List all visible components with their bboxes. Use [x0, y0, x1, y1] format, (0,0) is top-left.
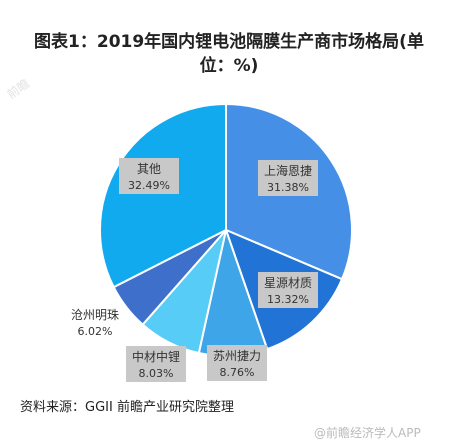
label-box-2	[258, 272, 318, 308]
slice-label-value-5: 6.02%	[78, 325, 113, 338]
slice-label-value-6: 32.49%	[128, 179, 170, 192]
slice-label-2: 星源材质 13.32%	[258, 272, 318, 308]
slice-label-name-2: 星源材质	[264, 276, 312, 290]
pie-labels: 上海恩捷 31.38% 星源材质 13.32% 苏州捷力 8.76% 中材中锂 8.03% 沧州…	[71, 158, 318, 382]
pie-slices	[99, 102, 353, 357]
slice-label-name-4: 中材中锂	[132, 349, 180, 364]
slice-label-1: 上海恩捷 31.38%	[258, 160, 318, 196]
label-box-6	[119, 158, 179, 194]
label-box-4	[126, 346, 186, 382]
slice-label-name-1: 上海恩捷	[264, 163, 312, 178]
slice-label-name-3: 苏州捷力	[213, 349, 261, 363]
slice-label-name-5: 沧州明珠	[71, 307, 119, 322]
slice-label-value-4: 8.03%	[139, 367, 174, 380]
chart-title: 图表1：2019年国内锂电池隔膜生产商市场格局(单位：%)	[34, 32, 424, 76]
slice-label-4: 中材中锂 8.03%	[126, 346, 186, 382]
slice-label-3: 苏州捷力 8.76%	[207, 345, 267, 381]
source-note: 资料来源：GGII 前瞻产业研究院整理	[20, 400, 234, 415]
slice-label-value-2: 13.32%	[267, 293, 309, 306]
slice-label-value-1: 31.38%	[267, 181, 309, 194]
slice-label-5: 沧州明珠 6.02%	[71, 307, 119, 338]
label-box-3	[207, 345, 267, 381]
app-watermark: @前瞻经济学人APP	[314, 426, 421, 440]
pie-slice-6	[99, 102, 227, 289]
label-box-1	[258, 160, 318, 196]
slice-label-6: 其他 32.49%	[119, 158, 179, 194]
slice-label-name-6: 其他	[137, 162, 161, 176]
slice-label-value-3: 8.76%	[220, 366, 255, 379]
